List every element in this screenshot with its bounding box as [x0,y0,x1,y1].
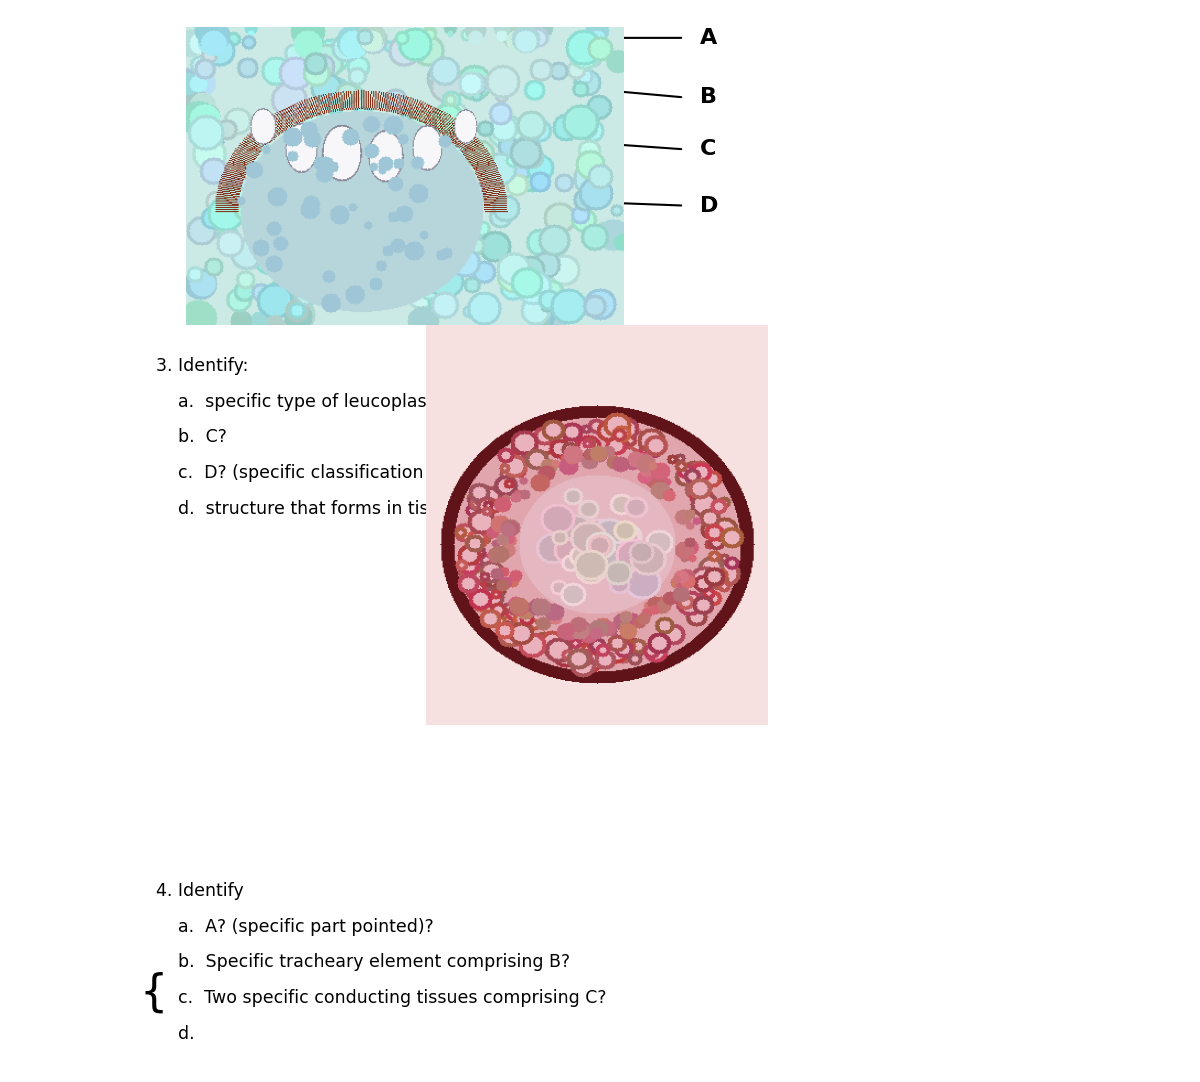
Text: B: B [512,555,524,570]
Text: B: B [700,88,716,107]
Text: b.  C?: b. C? [156,428,227,447]
Text: David Webb: David Webb [529,712,594,722]
Text: 4. Identify: 4. Identify [156,882,244,900]
Text: {: { [139,972,168,1015]
Text: C: C [700,140,716,159]
Text: a.  A? (specific part pointed)?: a. A? (specific part pointed)? [156,918,433,936]
Text: A: A [512,619,524,634]
Text: d.  structure that forms in tissue labeled as B?: d. structure that forms in tissue labele… [156,500,581,518]
Text: d.: d. [156,1025,194,1043]
Text: a.  specific type of leucoplast abundant in  cells labeled as A?: a. specific type of leucoplast abundant … [156,393,715,411]
Text: b.  Specific tracheary element comprising B?: b. Specific tracheary element comprising… [156,953,570,972]
Text: c.  Two specific conducting tissues comprising C?: c. Two specific conducting tissues compr… [156,989,606,1007]
Text: C: C [518,496,529,511]
Text: 3. Identify:: 3. Identify: [156,357,248,375]
Text: D: D [700,196,718,215]
Text: c.  D? (specific classification as to development)?: c. D? (specific classification as to dev… [156,464,608,483]
Text: A: A [700,28,716,48]
